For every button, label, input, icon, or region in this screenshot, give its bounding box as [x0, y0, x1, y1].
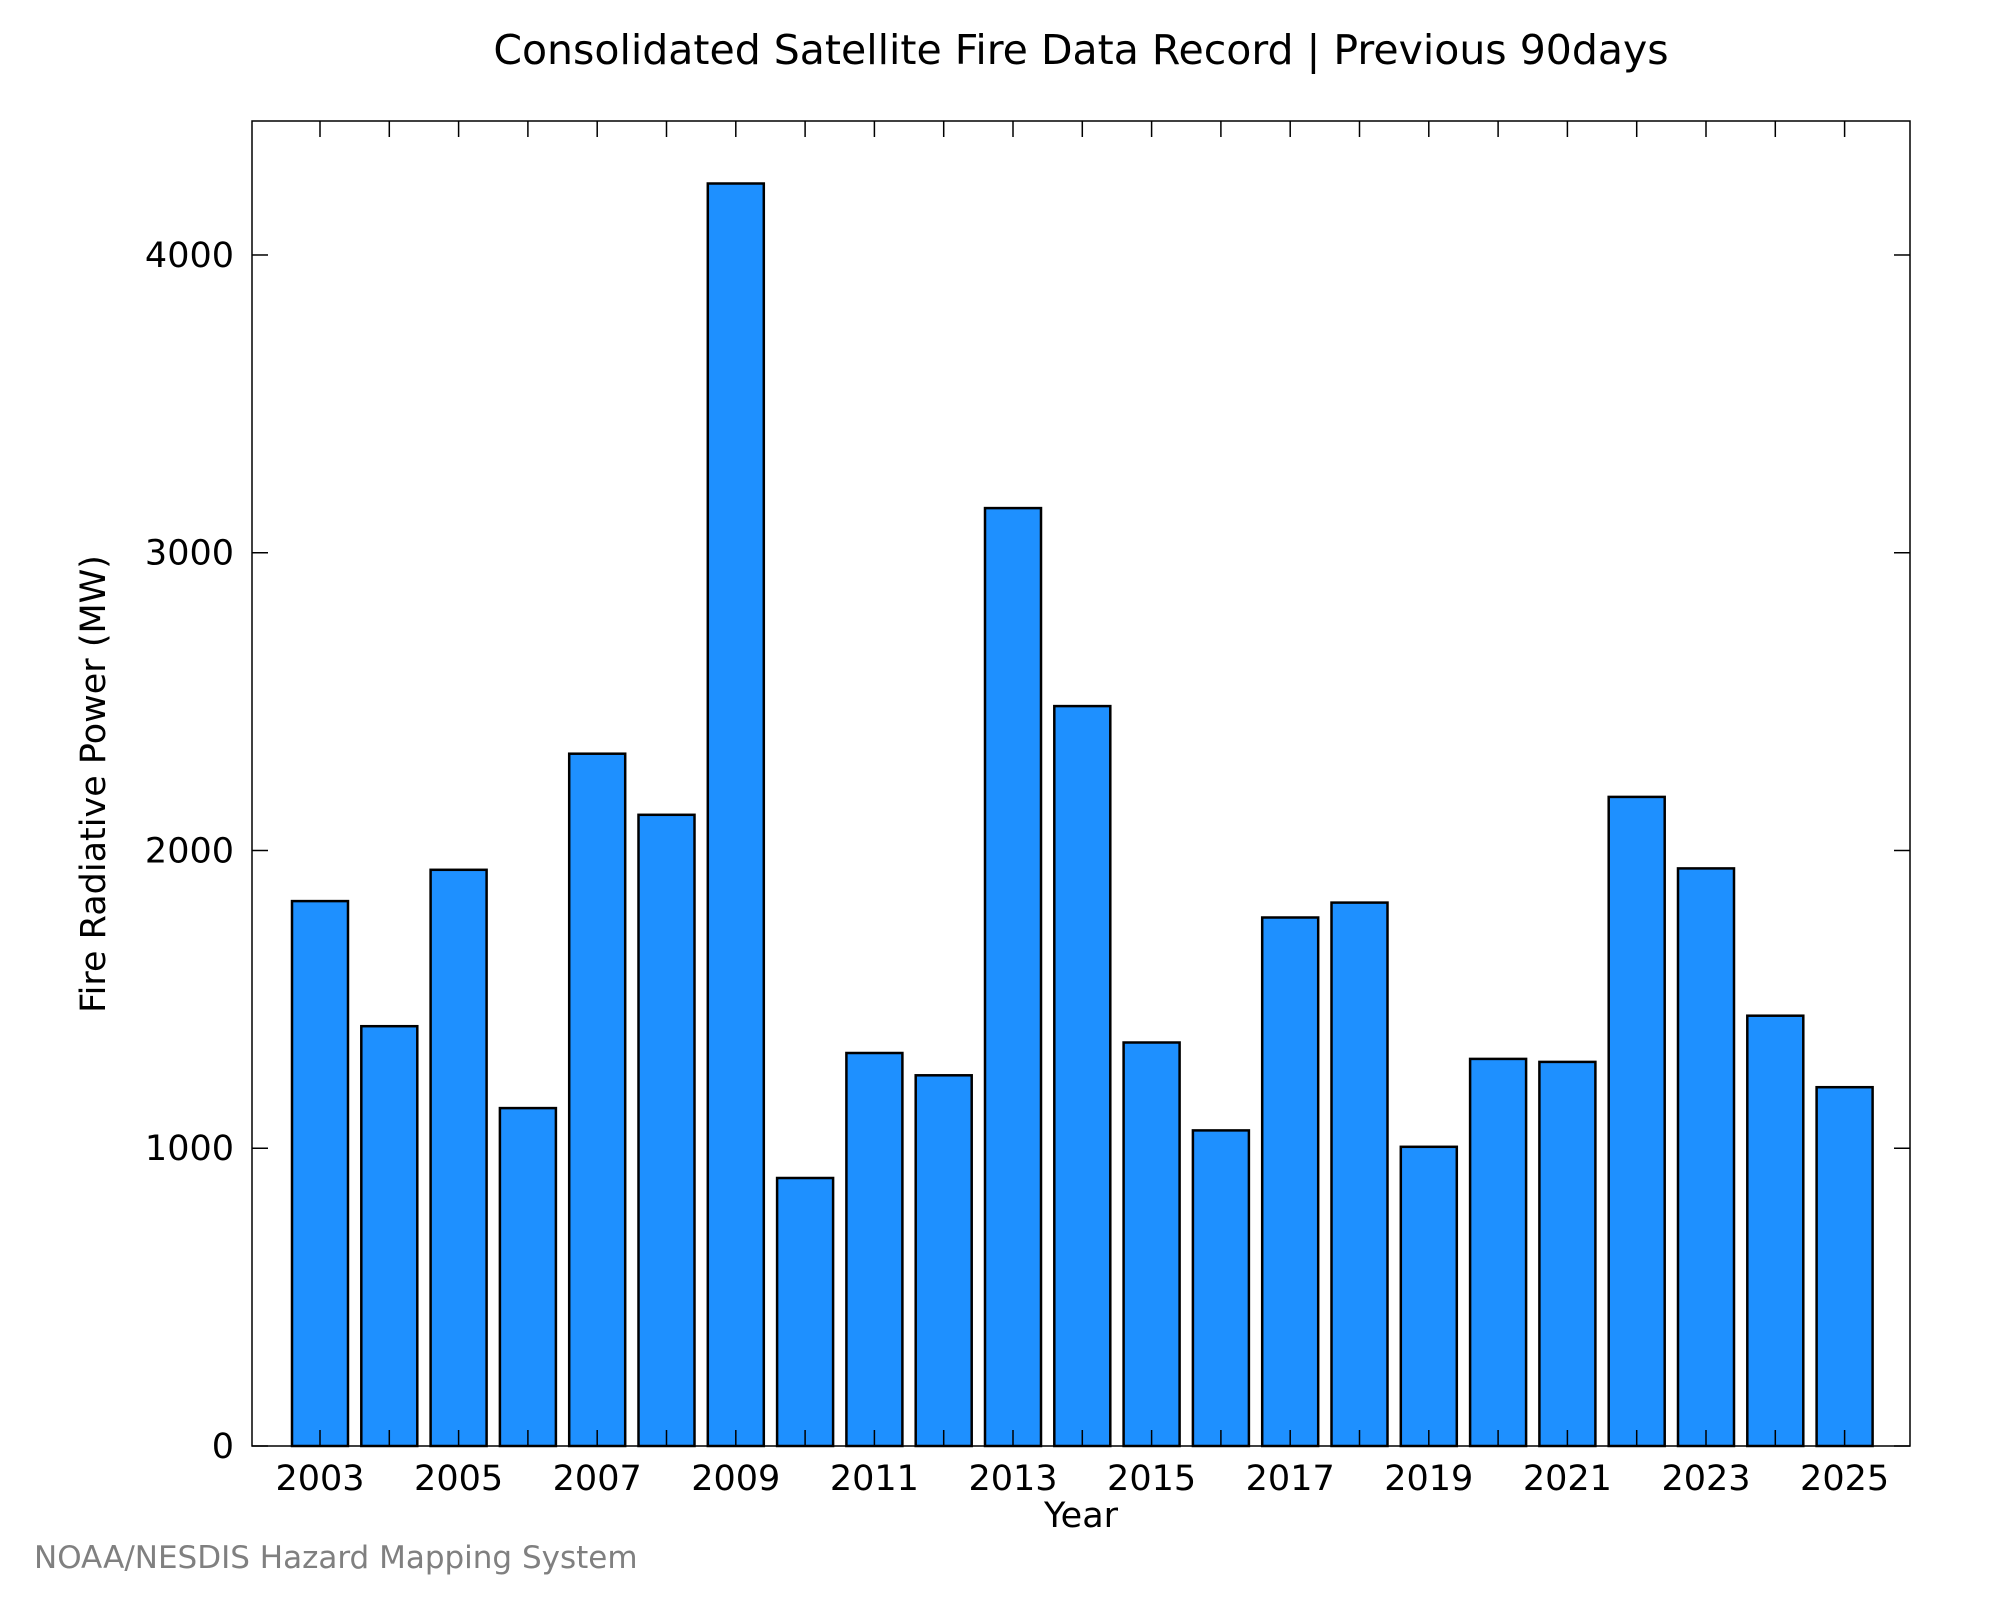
bar-2006	[498, 1106, 558, 1448]
y-axis-label: Fire Radiative Power (MW)	[74, 555, 114, 1013]
bar-2012	[914, 1074, 973, 1448]
bar-2013	[983, 506, 1043, 1448]
x-axis-label: Year	[1043, 1496, 1119, 1536]
bar-2024	[1746, 1014, 1805, 1448]
bar-2015	[1122, 1041, 1181, 1448]
bar-2019	[1399, 1145, 1459, 1448]
bar-2023	[1676, 867, 1736, 1448]
bar-2005	[429, 868, 488, 1448]
x-tick-label-2003: 2003	[275, 1459, 364, 1499]
bar-2018	[1330, 901, 1389, 1448]
bar-2008	[637, 813, 696, 1448]
x-tick-label-2009: 2009	[691, 1459, 780, 1499]
plot-frame	[251, 120, 1911, 1447]
x-tick-label-2017: 2017	[1246, 1459, 1335, 1499]
bar-2004	[360, 1024, 419, 1448]
y-tick-label-1000: 1000	[145, 1129, 234, 1169]
bar-2010	[775, 1176, 835, 1448]
ticks-layer: 0 1000 2000 3000 4000 2003 2005 2007 2009 2011 201…	[145, 121, 1910, 1499]
x-tick-label-2011: 2011	[830, 1459, 919, 1499]
bar-2016	[1191, 1129, 1251, 1448]
bar-2007	[567, 752, 627, 1448]
x-tick-label-2021: 2021	[1523, 1459, 1612, 1499]
credit-text: NOAA/NESDIS Hazard Mapping System	[34, 1540, 638, 1576]
chart-title: Consolidated Satellite Fire Data Record …	[493, 26, 1668, 74]
bar-2021	[1538, 1060, 1597, 1448]
x-tick-label-2025: 2025	[1800, 1459, 1889, 1499]
x-tick-label-2019: 2019	[1384, 1459, 1473, 1499]
y-tick-label-2000: 2000	[145, 831, 234, 871]
bars-layer	[290, 182, 1874, 1448]
bar-2017	[1260, 916, 1320, 1448]
bar-2003	[290, 899, 350, 1448]
bar-2009	[706, 182, 766, 1448]
x-tick-label-2013: 2013	[968, 1459, 1057, 1499]
x-tick-label-2007: 2007	[553, 1459, 642, 1499]
bar-2014	[1053, 704, 1112, 1448]
x-tick-label-2015: 2015	[1107, 1459, 1196, 1499]
y-tick-label-0: 0	[212, 1427, 234, 1467]
y-tick-label-4000: 4000	[145, 236, 234, 276]
y-tick-label-3000: 3000	[145, 534, 234, 574]
bar-2020	[1468, 1057, 1528, 1448]
x-tick-label-2005: 2005	[414, 1459, 503, 1499]
bar-2011	[845, 1051, 904, 1448]
bar-2022	[1607, 795, 1666, 1448]
x-tick-label-2023: 2023	[1661, 1459, 1750, 1499]
bar-2025	[1815, 1085, 1874, 1448]
